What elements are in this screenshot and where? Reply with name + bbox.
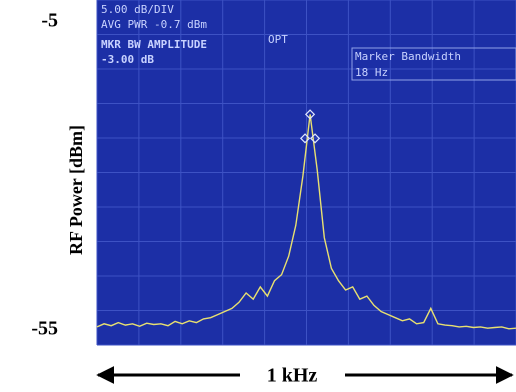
screen-annotation: OPT	[268, 33, 288, 46]
y-axis-label: RF Power [dBm]	[66, 125, 86, 255]
chart: RF Power [dBm] 1 kHz -5 -55 5.00 dB/DIV AVG…	[0, 0, 516, 392]
screen-annotation: Marker Bandwidth	[355, 50, 461, 63]
screen-annotation: AVG PWR -0.7 dBm	[101, 18, 207, 31]
y-tick-label: -55	[31, 318, 58, 340]
y-tick-label: -5	[41, 10, 58, 32]
screen-annotation: 18 Hz	[355, 66, 388, 79]
screen-annotation: MKR BW AMPLITUDE	[101, 38, 207, 51]
screen-annotation: -3.00 dB	[101, 53, 154, 66]
x-axis-label: 1 kHz	[267, 365, 318, 387]
screen-annotation: 5.00 dB/DIV	[101, 3, 174, 16]
